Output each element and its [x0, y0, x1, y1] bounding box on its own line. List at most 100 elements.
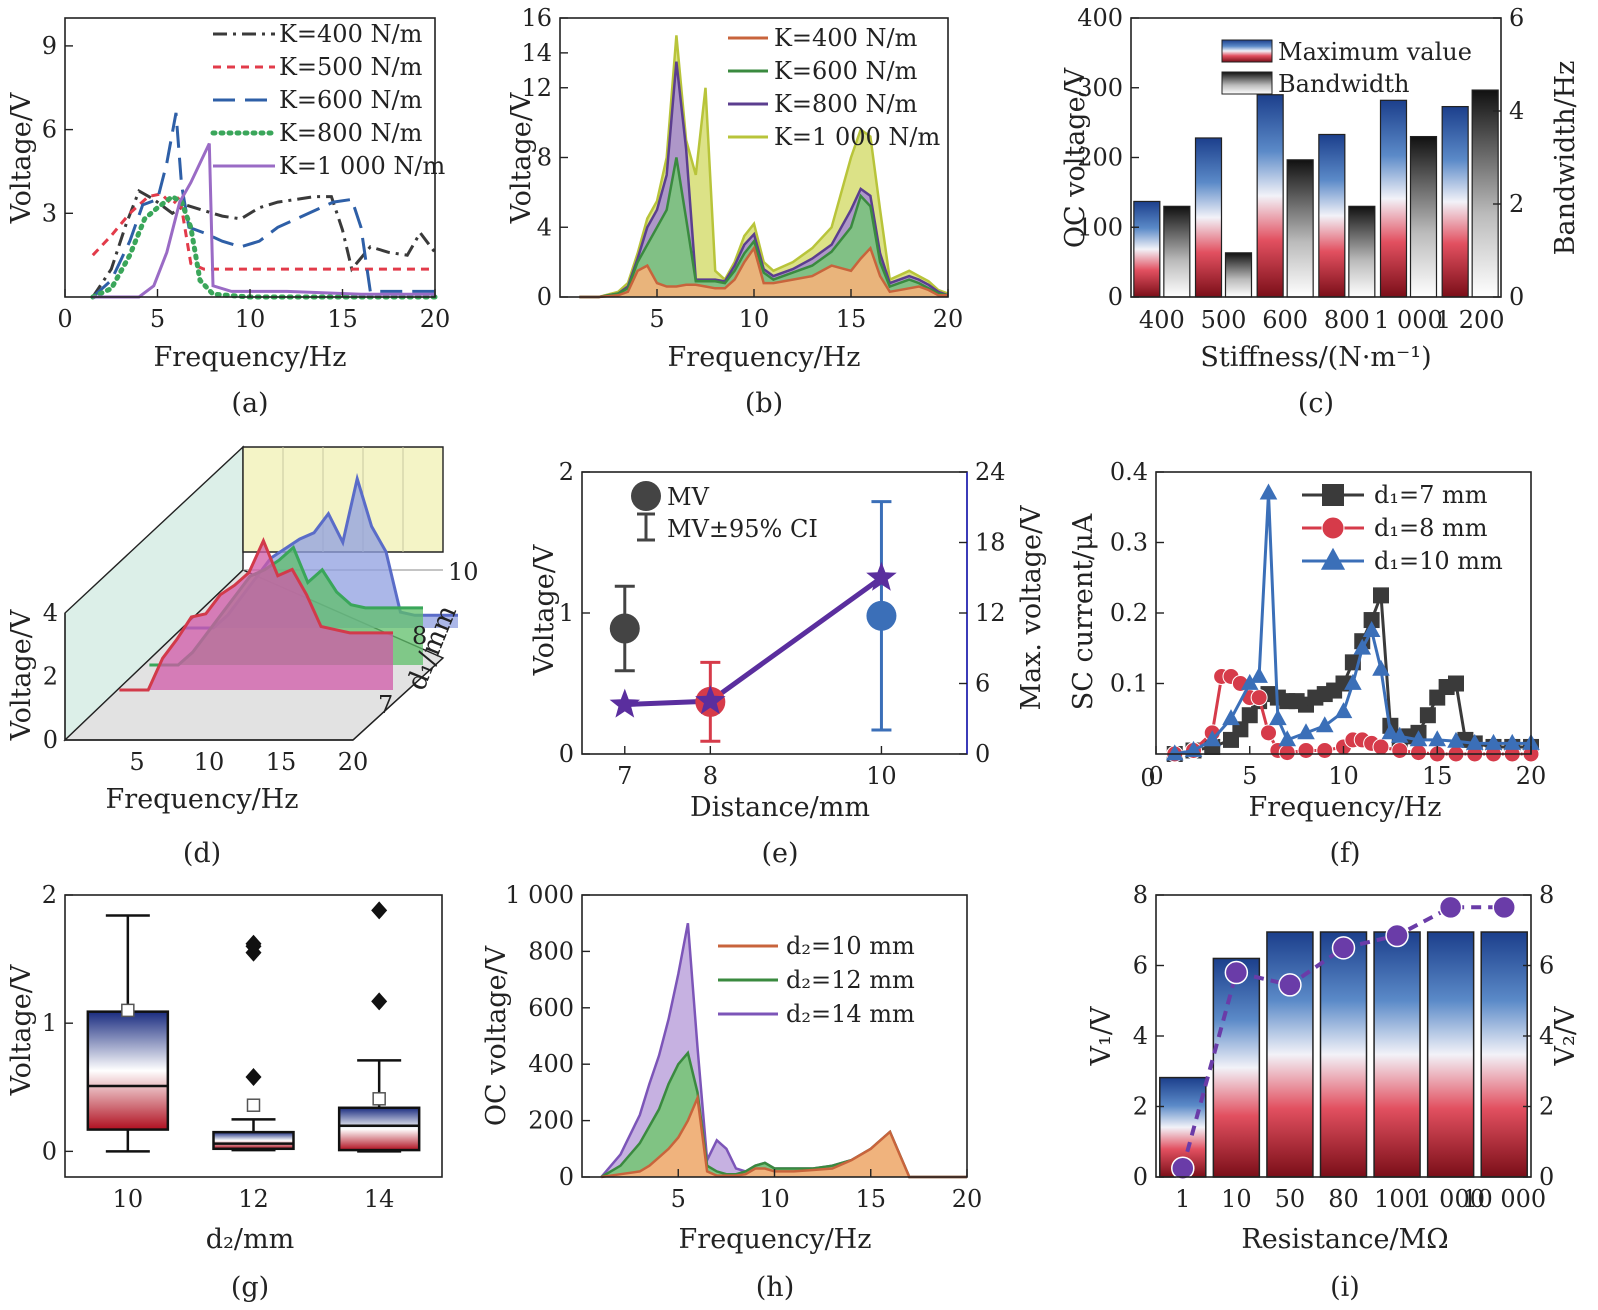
- series-line: [579, 35, 949, 299]
- x-tick-label: 80: [1328, 1185, 1359, 1213]
- y2-tick-label: 0: [975, 740, 990, 768]
- x-tick-label: 800: [1324, 306, 1370, 334]
- y-axis-label: SC current/μA: [1068, 513, 1099, 710]
- legend-label: K=1 000 N/m: [279, 152, 445, 180]
- x-axis-label: Resistance/MΩ: [1241, 1224, 1448, 1255]
- marker-triangle: [1372, 659, 1390, 676]
- marker-triangle: [1297, 723, 1315, 740]
- v2-marker: [1492, 895, 1516, 920]
- x-tick-label: 20: [420, 305, 451, 333]
- bar-bandwidth: [1409, 135, 1438, 298]
- bar-v1: [1319, 931, 1368, 1178]
- y2-tick-label: 6: [1509, 4, 1524, 32]
- box: [212, 1130, 295, 1151]
- y-tick-label: 0: [42, 1137, 57, 1165]
- series-line: [579, 157, 949, 299]
- legend-label: Maximum value: [1278, 38, 1472, 66]
- mean-marker: [609, 613, 640, 644]
- bar-bandwidth: [1286, 159, 1314, 298]
- bar-maximum-value: [1318, 133, 1346, 298]
- bar-v1: [1266, 931, 1314, 1178]
- x-tick-label: 10: [235, 305, 266, 333]
- y-tick-label: 0.1: [1110, 670, 1148, 698]
- x-tick-label: 100: [1374, 1185, 1420, 1213]
- marker-circle: [1410, 744, 1427, 762]
- x-tick-label: 15: [327, 305, 358, 333]
- y-tick-label: 300: [1077, 74, 1123, 102]
- y2-axis-label: Max. voltage/V: [1016, 505, 1047, 711]
- y-tick-label: 14: [521, 39, 552, 67]
- x-tick-label: 20: [933, 305, 964, 333]
- y-tick-label: 1: [559, 599, 574, 627]
- legend-label: MV±95% CI: [667, 515, 818, 543]
- x-tick-label: 10: [759, 1185, 790, 1213]
- chart-caption: (c): [1298, 388, 1334, 419]
- x-tick-label: 15: [266, 748, 297, 776]
- legend-label: d₁=10 mm: [1374, 547, 1503, 575]
- x-tick-label: 50: [1275, 1185, 1306, 1213]
- x-tick-label: 8: [703, 762, 718, 790]
- max-voltage-star: [866, 561, 897, 591]
- marker-triangle: [1381, 723, 1400, 740]
- x-tick-label: 15: [1422, 762, 1453, 790]
- y-tick-label: 200: [1077, 144, 1123, 172]
- legend-label: K=1 000 N/m: [774, 123, 940, 151]
- series-area: [119, 540, 394, 690]
- series-line: [119, 537, 393, 692]
- series-area: [601, 1098, 967, 1177]
- y-tick-label: 9: [42, 32, 57, 60]
- marker-circle: [1372, 738, 1390, 756]
- y-axis-label: V₁/V: [1086, 1006, 1117, 1066]
- marker-triangle: [1250, 666, 1268, 683]
- y-axis-label: Voltage/V: [6, 609, 37, 741]
- mean-marker: [372, 1092, 386, 1106]
- legend-label: K=600 N/m: [774, 57, 918, 85]
- chart-f: 0 5 10 15 20 0.1 0.2 0.3 0.4 0 Frequency/Hz SC curr…: [1068, 458, 1546, 869]
- marker-triangle: [1484, 733, 1503, 750]
- legend-label: K=400 N/m: [774, 24, 918, 52]
- legend-label: d₁=7 mm: [1374, 481, 1488, 509]
- y-tick-label: 2: [1133, 1093, 1148, 1121]
- bar-bandwidth: [1163, 205, 1191, 298]
- y-tick-label: 8: [537, 144, 552, 172]
- x-tick-label: 0: [1148, 762, 1163, 790]
- v2-marker: [1278, 973, 1302, 997]
- x-tick-label: 600: [1262, 306, 1308, 334]
- series-line: [91, 188, 437, 298]
- marker-triangle: [1390, 726, 1409, 743]
- marker-circle: [1391, 741, 1409, 759]
- v2-marker: [1224, 960, 1249, 985]
- bar-bandwidth: [1224, 252, 1253, 298]
- x-tick-label: 10: [739, 305, 770, 333]
- marker-triangle: [1362, 621, 1381, 638]
- x-tick-label: 10: [194, 748, 225, 776]
- y-tick-label: 2: [42, 881, 57, 909]
- marker-triangle: [1503, 733, 1522, 750]
- marker-circle: [1278, 744, 1296, 762]
- chart-caption: (a): [231, 388, 268, 419]
- x-axis-label: Frequency/Hz: [1249, 792, 1442, 823]
- marker-triangle: [1165, 744, 1184, 761]
- x-tick-label: 10 000: [1462, 1185, 1546, 1213]
- y-tick-label: 4: [1133, 1022, 1148, 1050]
- marker-triangle: [1278, 730, 1297, 747]
- legend-label: d₂=10 mm: [786, 932, 915, 960]
- marker-triangle: [1353, 638, 1372, 655]
- bar-v1: [1373, 931, 1421, 1178]
- y2-tick-label: 18: [975, 529, 1006, 557]
- bar-maximum-value: [1194, 137, 1223, 298]
- back-wall-top: [242, 446, 444, 553]
- legend-label: K=800 N/m: [279, 119, 423, 147]
- marker-square: [1232, 721, 1249, 738]
- y-tick-label: 3: [42, 199, 57, 227]
- v2-marker: [1438, 895, 1463, 920]
- marker-triangle: [1465, 733, 1484, 750]
- x-tick-label: 10: [1328, 762, 1359, 790]
- marker-square: [1322, 484, 1344, 506]
- plot-frame: [64, 894, 443, 1178]
- legend-label: K=600 N/m: [279, 86, 423, 114]
- x-axis-label: Frequency/Hz: [679, 1224, 872, 1255]
